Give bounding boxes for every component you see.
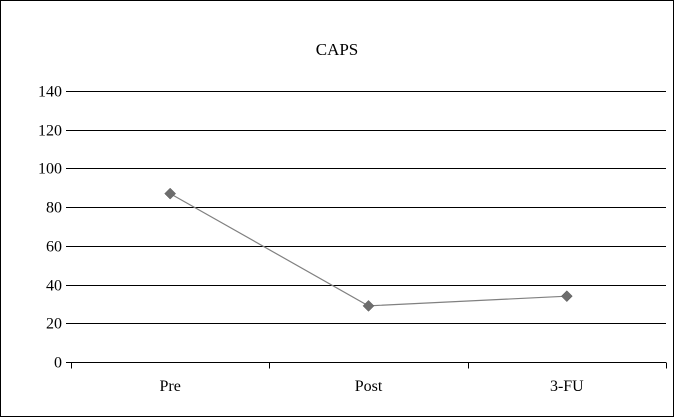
y-tick-label-20: 20 <box>46 316 62 333</box>
gridlines <box>71 91 666 324</box>
x-tick-labels: Pre Post 3-FU <box>160 378 585 395</box>
y-tick-label-140: 140 <box>38 84 62 101</box>
data-point-3-fu <box>560 290 573 303</box>
x-tick-label-post: Post <box>355 378 383 395</box>
axes <box>66 91 667 369</box>
chart-title: CAPS <box>316 40 359 59</box>
series-line-0 <box>169 193 567 307</box>
data-point-post <box>362 300 375 312</box>
y-tick-label-0: 0 <box>54 355 62 372</box>
y-tick-label-40: 40 <box>46 278 62 295</box>
x-tick-label-3-fu: 3-FU <box>550 378 584 395</box>
y-tick-labels: 0 20 40 60 80 100 120 140 <box>38 84 62 372</box>
series <box>164 187 573 312</box>
y-tick-label-60: 60 <box>46 239 62 256</box>
data-point-pre <box>164 187 177 200</box>
y-tick-label-120: 120 <box>38 123 62 140</box>
y-tick-label-100: 100 <box>38 161 62 178</box>
y-tick-label-80: 80 <box>46 200 62 217</box>
x-tick-label-pre: Pre <box>160 378 181 395</box>
